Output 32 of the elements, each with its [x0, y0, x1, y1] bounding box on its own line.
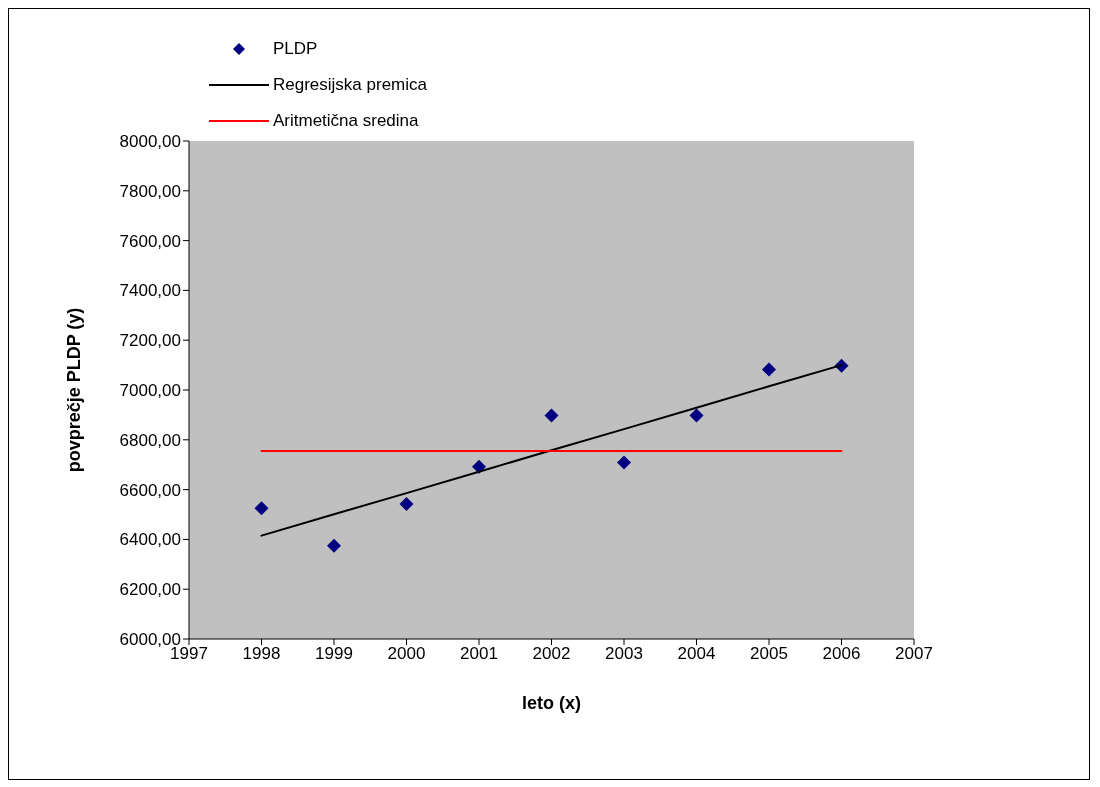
point [254, 501, 269, 516]
y-tick-label: 6800,00 [119, 430, 181, 450]
y-tick-label: 7600,00 [119, 231, 181, 251]
x-axis-title: leto (x) [521, 693, 582, 713]
x-tick-label: 2006 [822, 644, 861, 664]
point [617, 455, 631, 470]
x-tick-label: 2001 [460, 644, 498, 664]
y-tick-label: 8000,00 [119, 132, 181, 152]
point [544, 408, 559, 423]
legend-label: Aritmetična sredina [273, 111, 419, 131]
x-tick-label: 2002 [532, 644, 571, 664]
point [689, 408, 704, 423]
x-tick-label: 2007 [895, 644, 933, 664]
y-tick-label: 7800,00 [119, 181, 181, 201]
y-tick-label: 6200,00 [119, 580, 181, 600]
y-tick-label: 7400,00 [119, 281, 181, 301]
legend-label: PLDP [273, 39, 318, 59]
x-tick-label: 2003 [605, 644, 643, 664]
point [399, 497, 414, 512]
y-tick-label: 7200,00 [119, 331, 181, 351]
x-tick-label: 1998 [242, 644, 281, 664]
y-tick-label: 7000,00 [119, 381, 181, 401]
point [327, 538, 341, 553]
x-tick-label: 2004 [677, 644, 716, 664]
x-tick-label: 2005 [750, 644, 788, 664]
point [762, 362, 776, 377]
y-tick-label: 6600,00 [119, 480, 181, 500]
y-tick-label: 6400,00 [119, 530, 181, 550]
x-tick-label: 2000 [387, 644, 426, 664]
y-axis-title: povprečje PLDP (y) [64, 307, 85, 473]
x-tick-label: 1999 [315, 644, 353, 664]
legend-label: Regresijska premica [273, 75, 427, 95]
